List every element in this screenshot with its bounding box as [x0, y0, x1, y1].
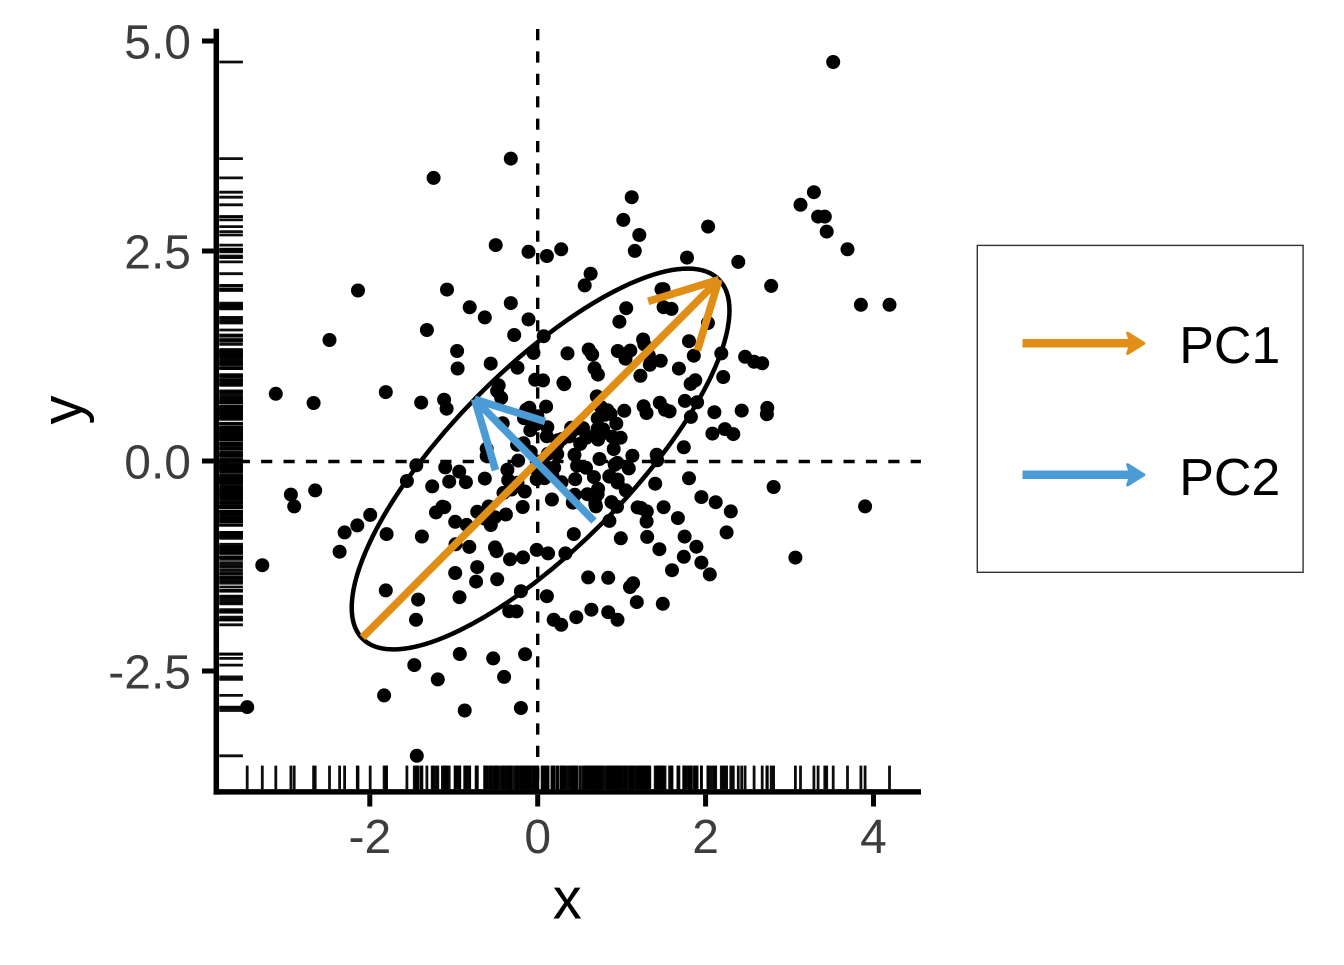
svg-text:0.0: 0.0 — [124, 437, 191, 490]
svg-text:-2: -2 — [348, 811, 391, 864]
svg-text:-2.5: -2.5 — [108, 647, 191, 700]
svg-text:5.0: 5.0 — [124, 17, 191, 70]
svg-text:x: x — [553, 867, 582, 932]
svg-text:PC2: PC2 — [1179, 449, 1280, 507]
svg-text:2: 2 — [692, 811, 719, 864]
svg-text:4: 4 — [860, 811, 887, 864]
svg-text:2.5: 2.5 — [124, 227, 191, 280]
svg-text:0: 0 — [524, 811, 551, 864]
svg-text:y: y — [30, 396, 95, 425]
svg-text:PC1: PC1 — [1179, 317, 1280, 375]
